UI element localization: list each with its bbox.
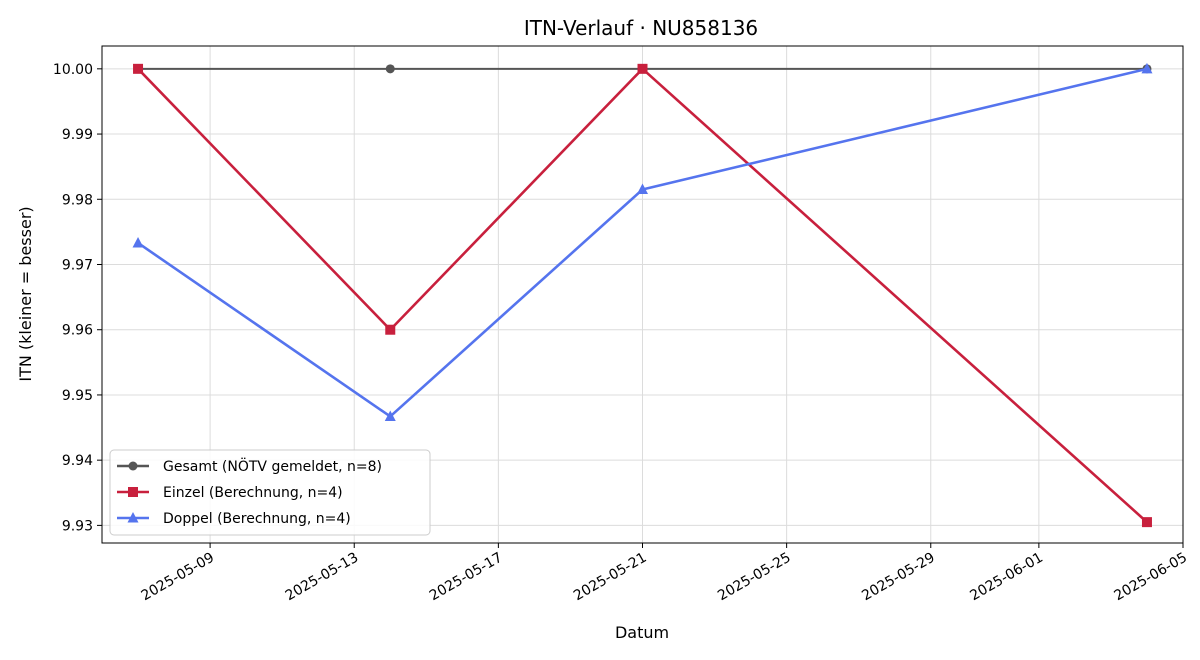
legend-item-einzel: Einzel (Berechnung, n=4)	[117, 485, 343, 501]
legend-item-gesamt: Gesamt (NÖTV gemeldet, n=8)	[117, 457, 382, 475]
x-tick-label: 2025-05-13	[283, 550, 361, 605]
series-line-doppel	[137, 67, 1148, 418]
data-point-einzel	[133, 63, 144, 74]
chart-title: ITN-Verlauf · NU858136	[524, 16, 758, 40]
data-point-doppel	[384, 410, 396, 421]
legend-label: Doppel (Berechnung, n=4)	[163, 511, 351, 527]
y-tick-label: 9.95	[62, 388, 93, 404]
data-point-einzel	[1141, 517, 1152, 528]
y-tick-label: 9.97	[62, 257, 93, 273]
legend-marker	[127, 512, 139, 523]
y-tick-label: 9.96	[62, 323, 93, 339]
x-tick-label: 2025-05-21	[571, 550, 649, 605]
x-tick-label: 2025-05-17	[427, 550, 505, 605]
y-tick-label: 9.98	[62, 192, 93, 208]
data-point-doppel	[1141, 62, 1153, 74]
grid-lines	[102, 46, 1184, 543]
x-axis-label: Datum	[615, 623, 669, 642]
y-tick-label: 10.00	[53, 62, 93, 78]
legend-box	[109, 449, 431, 536]
x-tick-label: 2025-05-29	[859, 550, 937, 605]
y-axis: 9.93 9.94 9.95 9.96 9.97 9.98 9.99 10.00	[53, 62, 102, 534]
series-einzel	[133, 63, 1152, 528]
series-line-einzel	[137, 67, 1148, 524]
series-layer	[132, 62, 1153, 528]
legend-label: Einzel (Berechnung, n=4)	[163, 485, 343, 501]
x-tick-label: 2025-05-09	[139, 550, 217, 605]
data-point-gesamt	[385, 64, 395, 74]
x-tick-label: 2025-05-25	[715, 550, 793, 605]
data-point-doppel	[637, 183, 648, 194]
y-tick-label: 9.93	[62, 518, 93, 534]
legend-label: Gesamt (NÖTV gemeldet, n=8)	[163, 457, 382, 475]
x-axis: 2025-05-09 2025-05-13 2025-05-17 2025-05-21…	[139, 543, 1190, 604]
series-doppel	[132, 62, 1153, 421]
data-point-einzel	[385, 324, 396, 335]
legend: Gesamt (NÖTV gemeldet, n=8) Einzel (Berec…	[109, 449, 431, 536]
y-axis-label: ITN (kleiner = besser)	[16, 206, 35, 381]
x-tick-label: 2025-06-05	[1112, 550, 1190, 605]
x-tick-label: 2025-06-01	[967, 550, 1045, 605]
y-tick-label: 9.94	[62, 453, 93, 469]
data-point-doppel	[132, 236, 144, 248]
y-tick-label: 9.99	[62, 127, 93, 143]
legend-marker	[128, 487, 138, 497]
legend-item-doppel: Doppel (Berechnung, n=4)	[117, 511, 351, 527]
legend-marker	[128, 461, 138, 471]
data-point-einzel	[637, 63, 648, 74]
